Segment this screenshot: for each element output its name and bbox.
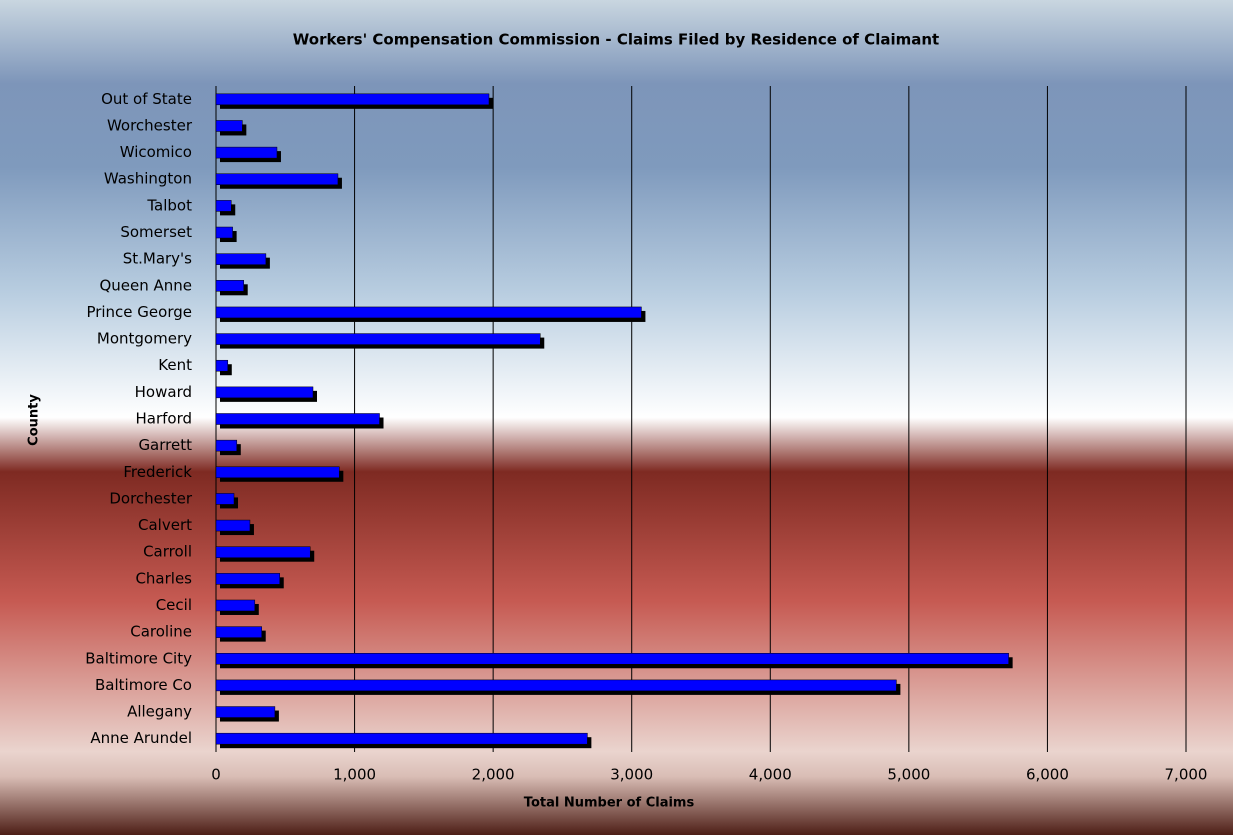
y-tick-label: Queen Anne [99, 276, 192, 294]
y-tick-label: Washington [104, 170, 192, 188]
x-tick-label: 1,000 [333, 766, 376, 784]
x-tick-label: 3,000 [610, 766, 653, 784]
bar [215, 546, 311, 558]
bar [215, 200, 232, 212]
y-tick-label: Howard [135, 383, 192, 401]
y-tick-label: Dorchester [109, 489, 192, 507]
y-tick-label: Prince George [86, 303, 192, 321]
bar [215, 333, 541, 345]
y-tick-label: Somerset [120, 223, 192, 241]
x-tick-label: 4,000 [749, 766, 792, 784]
y-tick-label: Out of State [101, 90, 192, 108]
x-axis-title: Total Number of Claims [524, 796, 695, 811]
bar [215, 439, 238, 452]
bar [215, 493, 235, 505]
y-tick-label: Frederick [123, 463, 192, 481]
y-axis-title: County [27, 394, 42, 446]
y-tick-label: Charles [135, 569, 192, 587]
y-tick-label: Baltimore City [85, 649, 192, 667]
bar [215, 679, 897, 692]
y-tick-label: Carroll [143, 543, 192, 561]
bar [215, 599, 256, 612]
x-tick-label: 5,000 [887, 766, 930, 784]
bar [215, 413, 380, 425]
bar [215, 253, 267, 265]
y-tick-label: Garrett [138, 436, 192, 454]
bar [215, 93, 490, 106]
y-tick-label: Caroline [130, 623, 192, 641]
y-tick-label: Wicomico [120, 143, 192, 161]
x-tick-label: 6,000 [1026, 766, 1069, 784]
bar [215, 386, 314, 399]
bar [215, 306, 642, 319]
bar [215, 466, 340, 479]
y-tick-label: Harford [135, 410, 192, 428]
bar [215, 146, 278, 159]
bar [215, 706, 276, 718]
y-tick-label: Allegany [127, 703, 192, 721]
bar [215, 519, 251, 532]
y-tick-label: Anne Arundel [90, 729, 192, 747]
bar [215, 573, 280, 585]
bar [215, 226, 233, 239]
bar [215, 732, 588, 745]
x-tick-label: 2,000 [472, 766, 515, 784]
bar [215, 626, 262, 638]
y-tick-label: Montgomery [97, 330, 192, 348]
bar [215, 173, 339, 185]
y-tick-label: Talbot [146, 196, 192, 214]
x-tick-label: 7,000 [1165, 766, 1208, 784]
y-tick-label: Kent [158, 356, 192, 374]
chart-title: Workers' Compensation Commission - Claim… [293, 31, 939, 49]
y-tick-label: Baltimore Co [95, 676, 192, 694]
bar [215, 120, 243, 132]
y-tick-label: Calvert [138, 516, 192, 534]
bar [215, 653, 1009, 665]
bar [215, 359, 229, 372]
bar [215, 280, 244, 292]
y-tick-label: Worchester [107, 116, 193, 134]
x-tick-label: 0 [211, 766, 221, 784]
y-tick-label: Cecil [156, 596, 192, 614]
y-tick-label: St.Mary's [123, 250, 192, 268]
